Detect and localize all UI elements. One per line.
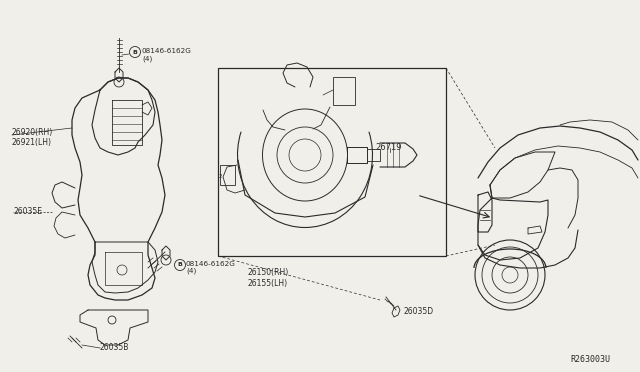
- Text: 26920(RH)
26921(LH): 26920(RH) 26921(LH): [12, 128, 53, 147]
- Bar: [218, 68, 446, 256]
- Text: 26035E: 26035E: [13, 208, 42, 217]
- Text: B: B: [132, 49, 138, 55]
- Text: R263003U: R263003U: [570, 356, 610, 365]
- Text: 2: 2: [218, 174, 221, 180]
- Text: 26035D: 26035D: [403, 308, 433, 317]
- Bar: [220, 165, 235, 185]
- Text: 26150(RH)
26155(LH): 26150(RH) 26155(LH): [248, 268, 289, 288]
- Text: 08146-6162G
(4): 08146-6162G (4): [142, 48, 192, 61]
- Text: B: B: [177, 263, 182, 267]
- Bar: [333, 77, 355, 105]
- Text: 26035B: 26035B: [100, 343, 129, 353]
- Text: 26719: 26719: [375, 144, 401, 153]
- Text: 08146-6162G
(4): 08146-6162G (4): [186, 261, 236, 275]
